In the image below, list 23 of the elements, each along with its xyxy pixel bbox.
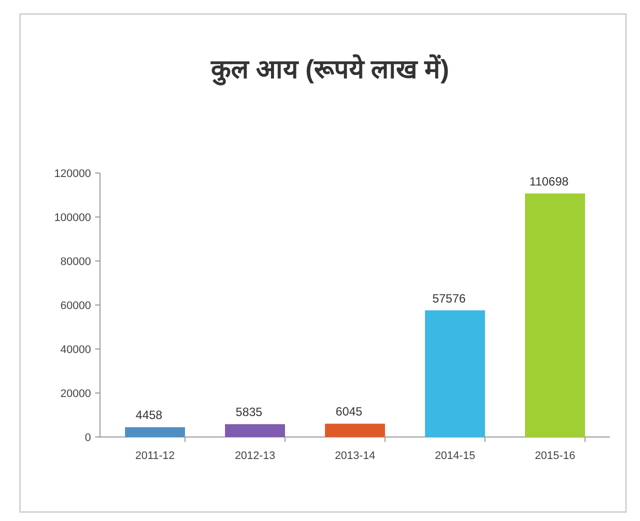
- data-label: 5835: [236, 405, 263, 420]
- y-tick-label: 0: [84, 432, 91, 444]
- y-tick-label: 100000: [54, 212, 91, 224]
- x-tick-label: 2012-13: [234, 450, 276, 462]
- bar: [425, 310, 485, 437]
- bar: [525, 193, 585, 437]
- chart-title: कुल आय (रूपये लाख में): [210, 54, 450, 86]
- y-tick-label: 120000: [54, 168, 91, 180]
- y-tick-label: 80000: [60, 256, 91, 268]
- data-label: 110698: [529, 174, 569, 188]
- y-tick-label: 40000: [60, 344, 91, 356]
- data-label: 57576: [432, 291, 466, 306]
- y-tick-label: 60000: [60, 300, 91, 312]
- x-tick-label: 2013-14: [334, 450, 376, 462]
- x-tick-label: 2015-16: [534, 450, 576, 462]
- bar: [325, 424, 385, 437]
- bar: [125, 427, 185, 437]
- x-tick-label: 2014-15: [434, 450, 476, 462]
- bar: [225, 424, 285, 437]
- data-label: 6045: [336, 404, 363, 419]
- x-tick-label: 2011-12: [135, 450, 175, 462]
- y-tick-label: 20000: [60, 388, 91, 400]
- data-label: 4458: [136, 408, 163, 422]
